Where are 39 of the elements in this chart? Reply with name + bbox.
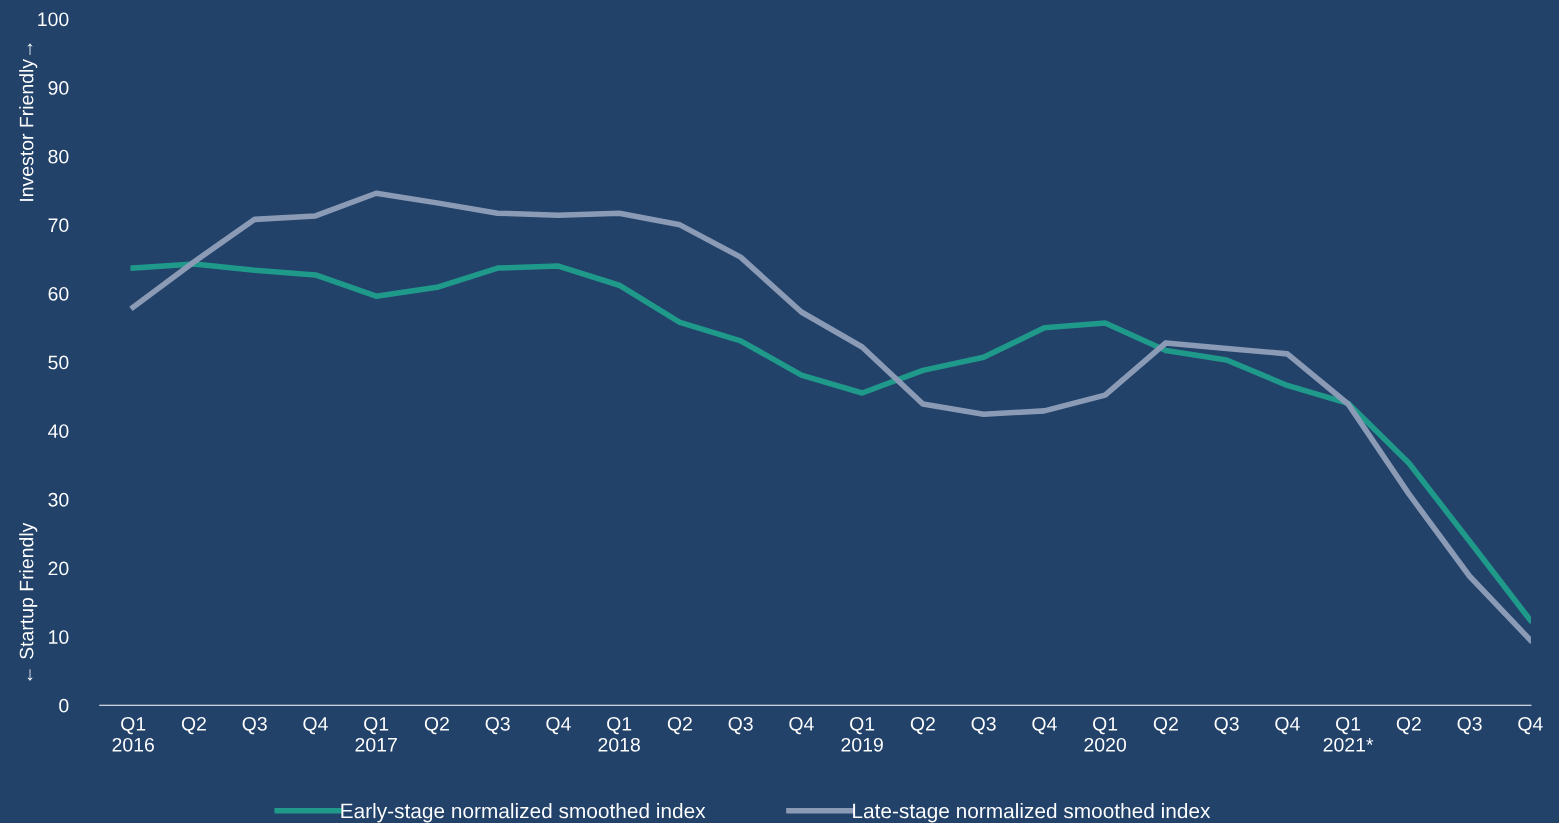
x-tick-label: Q1 2017 [355, 716, 397, 752]
y-tick-label: 100 [38, 12, 69, 27]
y-tick-label: 80 [48, 149, 69, 164]
x-tick-label: Q2 [1153, 716, 1178, 735]
x-tick-label: Q4 [1518, 716, 1543, 735]
y-tick-label: 30 [48, 492, 69, 507]
x-tick-label: Q3 [242, 716, 267, 735]
y-tick-label: 40 [48, 424, 69, 438]
x-tick-label: Q1 2020 [1084, 716, 1126, 752]
x-tick-label: Q4 [1032, 716, 1057, 735]
x-tick-label: Q3 [971, 716, 996, 735]
x-tick-label: Q1 2019 [841, 716, 883, 752]
y-tick-label: 0 [59, 698, 69, 713]
text: ← Startup Friendly [19, 522, 38, 681]
x-tick-label: Q2 [910, 716, 935, 735]
y-tick-label: 10 [49, 630, 69, 644]
x-tick-label: Q2 [1396, 716, 1421, 735]
x-tick-label: Q2 [424, 716, 449, 735]
x-tick-label: Q2 [181, 716, 206, 735]
y-tick-label: 60 [48, 286, 69, 301]
legend-label: Early-stage normalized smoothed index [341, 802, 706, 823]
x-tick-label: Q1 2021* [1323, 716, 1374, 752]
legend-label: Late-stage normalized smoothed index [853, 802, 1211, 823]
x-tick-label: Q1 2016 [112, 716, 154, 752]
x-tick-label: Q4 [789, 716, 814, 735]
x-tick-label: Q4 [546, 716, 571, 735]
x-tick-label: Q2 [667, 716, 692, 735]
y-tick-label: 70 [48, 218, 69, 233]
y-tick-label: 90 [48, 81, 69, 95]
text: Investor Friendly→ [19, 43, 38, 201]
x-tick-label: Q3 [1214, 716, 1239, 735]
x-tick-label: Q3 [1457, 716, 1482, 735]
x-tick-label: Q1 2018 [598, 716, 640, 752]
y-tick-label: 20 [48, 561, 69, 576]
y-tick-label: 50 [48, 355, 69, 370]
x-tick-label: Q3 [728, 716, 753, 735]
x-tick-label: Q3 [485, 716, 510, 735]
x-tick-label: Q4 [303, 716, 328, 735]
x-tick-label: Q4 [1275, 716, 1300, 735]
